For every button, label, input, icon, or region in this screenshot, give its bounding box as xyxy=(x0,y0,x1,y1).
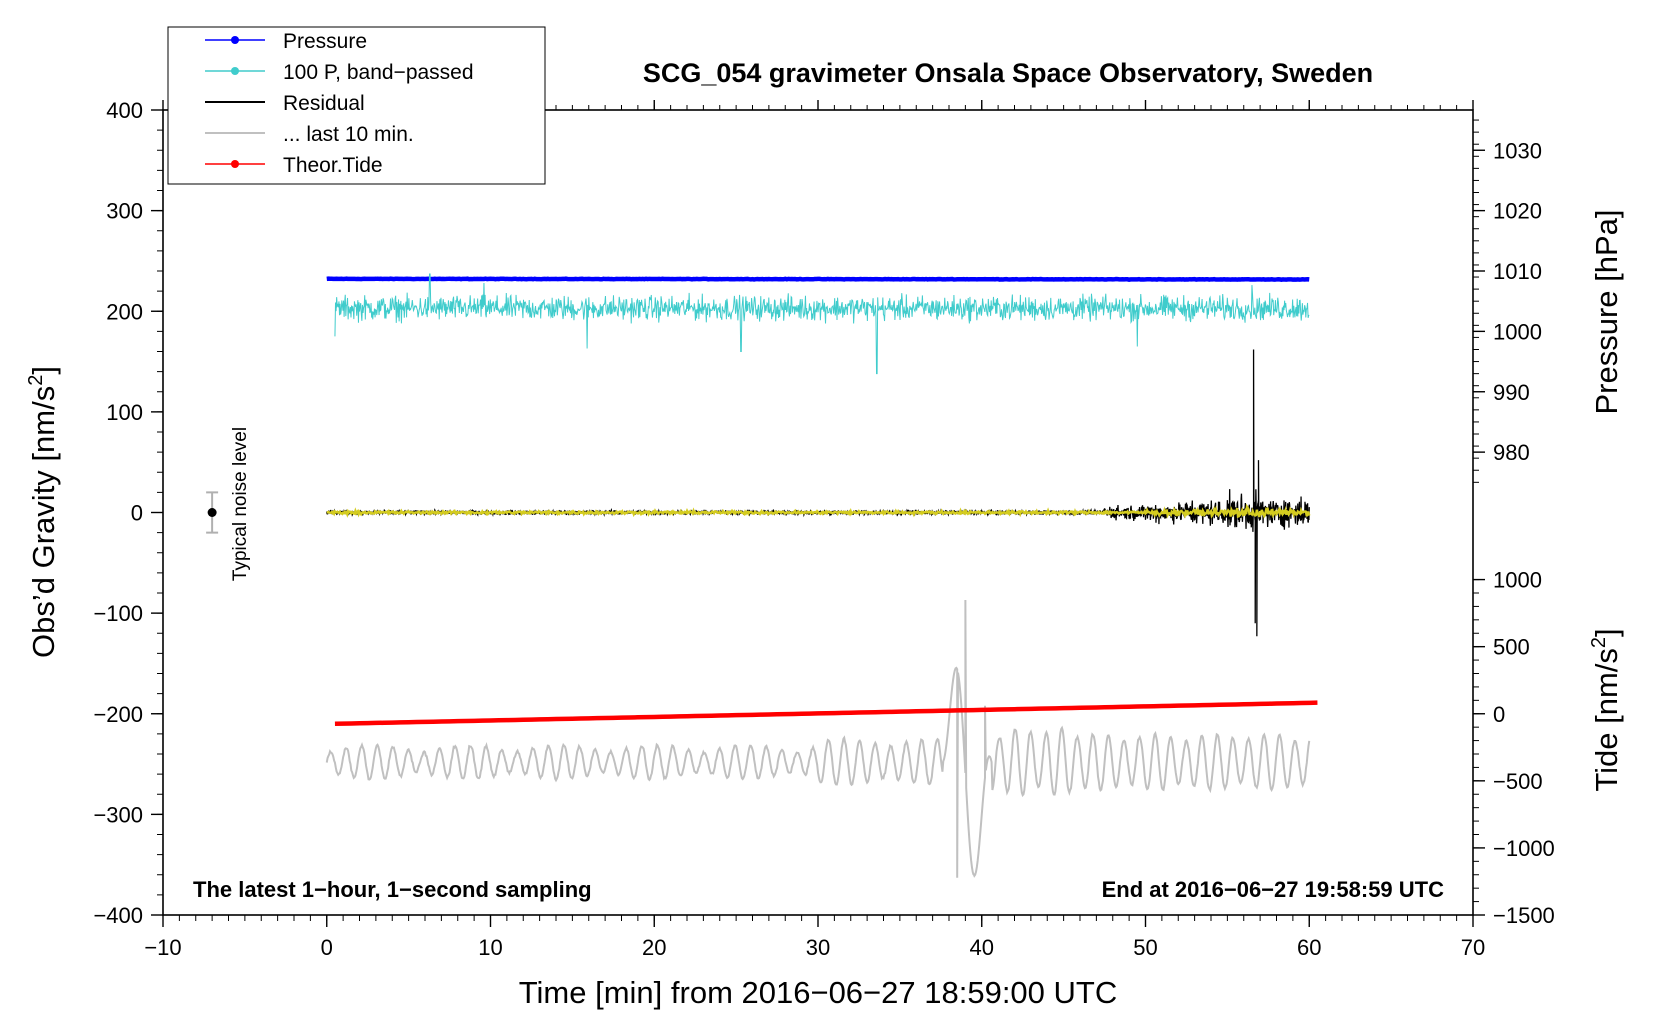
legend-box xyxy=(167,26,546,185)
tide-tick-label: −1000 xyxy=(1493,836,1555,861)
x-tick-label: 20 xyxy=(642,935,666,960)
y-tick-label: 300 xyxy=(106,199,143,224)
pressure-tick-label: 1000 xyxy=(1493,319,1542,344)
x-tick-label: 70 xyxy=(1461,935,1485,960)
noise-bar-point xyxy=(207,508,217,517)
plot-area xyxy=(325,273,1318,878)
chart-title: SCG_054 gravimeter Onsala Space Observat… xyxy=(643,58,1373,88)
y-axis-label-tide: Tide [nm/s2] xyxy=(1588,628,1624,791)
legend-marker-bandpassed xyxy=(231,67,239,75)
legend-label-pressure: Pressure xyxy=(283,30,367,53)
bandpassed-pressure-series xyxy=(334,273,1310,375)
legend-entry-tide: Theor.Tide xyxy=(205,154,383,177)
y-tick-label: −300 xyxy=(93,802,143,827)
x-tick-label: 50 xyxy=(1133,935,1157,960)
y-tick-label: 100 xyxy=(106,400,143,425)
legend-label-tide: Theor.Tide xyxy=(283,154,383,177)
tide-tick-label: −500 xyxy=(1493,769,1543,794)
theoretical-tide-series xyxy=(334,700,1318,727)
legend-label-bandpassed: 100 P, band−passed xyxy=(283,61,474,84)
tide-tick-label: 0 xyxy=(1493,702,1505,727)
legend-marker-pressure xyxy=(231,36,239,44)
legend-marker-tide xyxy=(231,160,239,168)
y-tick-label: 200 xyxy=(106,299,143,324)
legend: Pressure 100 P, band−passed Residual ...… xyxy=(167,26,546,185)
last-10-min-series xyxy=(325,600,1311,878)
pressure-tick-label: 1030 xyxy=(1493,138,1542,163)
smoothed-residual-series xyxy=(326,503,1311,519)
y-tick-label: −200 xyxy=(93,702,143,727)
x-tick-label: 30 xyxy=(806,935,830,960)
legend-entry-pressure: Pressure xyxy=(205,30,367,53)
y-tick-label: −100 xyxy=(93,601,143,626)
pressure-tick-label: 1020 xyxy=(1493,199,1542,224)
x-axis: −10 0 10 20 30 40 50 60 70 xyxy=(144,100,1485,960)
tide-tick-label: 500 xyxy=(1493,635,1530,660)
y-tick-label: −400 xyxy=(93,903,143,928)
left-y-axis: 400 300 200 100 0 −100 −200 −300 −400 xyxy=(93,98,163,928)
legend-entry-last10: ... last 10 min. xyxy=(205,123,414,146)
x-tick-label: 40 xyxy=(970,935,994,960)
pressure-tick-label: 1010 xyxy=(1493,259,1542,284)
pressure-axis: 1030 1020 1010 1000 990 980 xyxy=(1473,119,1542,483)
legend-entry-residual: Residual xyxy=(205,92,365,115)
x-axis-label: Time [min] from 2016−06−27 18:59:00 UTC xyxy=(519,975,1118,1010)
x-tick-label: 10 xyxy=(478,935,502,960)
noise-level-label: Typical noise level xyxy=(230,427,251,581)
noise-bar xyxy=(206,491,219,534)
y-tick-label: 400 xyxy=(106,98,143,123)
legend-label-residual: Residual xyxy=(283,92,365,115)
end-time-note: End at 2016−06−27 19:58:59 UTC xyxy=(1102,877,1445,902)
x-tick-label: 60 xyxy=(1297,935,1321,960)
x-tick-label: −10 xyxy=(144,935,181,960)
y-tick-label: 0 xyxy=(131,501,143,526)
legend-label-last10: ... last 10 min. xyxy=(283,123,414,146)
tide-tick-label: 1000 xyxy=(1493,568,1542,593)
pressure-tick-label: 980 xyxy=(1493,440,1530,465)
y-axis-label-left: Obs’d Gravity [nm/s2] xyxy=(25,366,61,658)
tide-axis: 1000 500 0 −500 −1000 −1500 xyxy=(1473,568,1555,928)
y-axis-label-pressure: Pressure [hPa] xyxy=(1589,209,1624,414)
tide-tick-label: −1500 xyxy=(1493,903,1555,928)
x-tick-label: 0 xyxy=(321,935,333,960)
pressure-series xyxy=(326,276,1310,282)
sampling-note: The latest 1−hour, 1−second sampling xyxy=(193,877,592,902)
legend-entry-bandpassed: 100 P, band−passed xyxy=(205,61,474,84)
pressure-tick-label: 990 xyxy=(1493,380,1530,405)
